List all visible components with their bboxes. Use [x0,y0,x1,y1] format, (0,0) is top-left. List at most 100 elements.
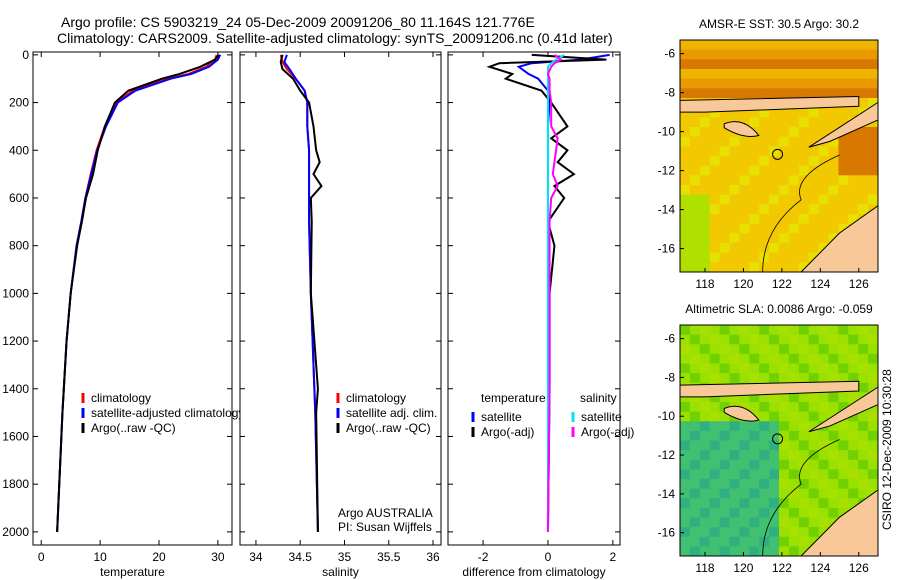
map-cell [838,479,849,490]
map-cell [719,175,730,186]
map-cell [719,363,730,374]
map-cell [680,488,691,499]
map-cell [729,223,740,234]
map-cell [769,517,780,528]
map-cell [759,127,770,138]
map-cell [818,450,829,461]
map-cell [739,469,750,480]
profile-line-satellite [283,54,319,532]
map-cell [868,88,879,99]
map-cell [858,88,869,99]
map-cell [699,498,711,509]
legend-label: climatology [91,391,151,405]
map-cell [788,204,800,215]
map-cell [779,363,790,374]
map-cell [689,165,701,176]
map-cell [739,440,750,451]
map-cell [838,344,849,355]
map-cell [709,546,721,557]
map-cell [868,450,879,461]
map-cell [699,334,711,345]
map-cell [749,488,760,499]
y-tick-label: 200 [9,96,29,110]
map-cell [868,479,879,490]
map-cell [868,363,879,374]
map-cell [739,498,750,509]
map-cell [808,78,820,89]
map-cell [709,185,721,196]
map-cell [709,233,721,244]
map-cell [729,373,740,384]
map-cell [729,165,740,176]
map-cell [788,262,800,273]
map-cell [680,156,691,167]
map-cell [808,146,820,157]
map-cell [868,156,879,167]
map-cell [848,459,859,470]
map-cell [769,402,780,413]
map-cell [779,507,790,518]
map-cell [680,546,691,557]
map-cell [769,430,780,441]
legend-label: Argo(..raw -QC) [346,421,431,435]
map-cell [729,344,740,355]
profile-line-temperature-argo-adj- [486,53,607,532]
map-cell [749,469,760,480]
map-cell [699,78,711,89]
map-cell [868,373,879,384]
map-cell [769,344,780,355]
map-cell [699,69,711,80]
map-cell [828,107,839,118]
map-cell [788,421,800,432]
map-cell [680,165,691,176]
map-cell [699,214,711,225]
map-cell [868,59,879,70]
map-cell [689,49,701,60]
x-tick-label: 120 [733,561,753,575]
map-cell [680,450,691,461]
map-cell [828,194,839,205]
map-cell [759,411,770,422]
map-cell [838,459,849,470]
map-cell [689,507,701,518]
map-cell [769,527,780,538]
map-cell [759,175,770,186]
map-cell [838,373,849,384]
map-frame [679,39,879,273]
map-cell [858,440,869,451]
map-cell [779,459,790,470]
map-cell [858,204,869,215]
map-cell [759,136,770,147]
map-cell [868,49,879,60]
map-cell [848,175,859,186]
map-cell [858,459,869,470]
map-cell [689,156,701,167]
map-cell [769,214,780,225]
map-cell [719,479,730,490]
map-cell [699,233,711,244]
map-cell [680,185,691,196]
map-cell [858,353,869,364]
map-cell [798,344,810,355]
map-cell [769,536,780,547]
map-cell [729,252,740,263]
map-cell [729,185,740,196]
map-cell [848,78,859,89]
map-cell [749,223,760,234]
map-cell [729,136,740,147]
map-cell [729,88,740,99]
map-cell [749,49,760,60]
map-cell [779,127,790,138]
legend-label: Argo(-adj) [581,425,634,439]
map-cell [699,392,711,403]
map-cell [680,411,691,422]
map-cell [699,440,711,451]
map-cell [729,507,740,518]
map-cell [739,117,750,128]
map-cell [838,402,849,413]
map-cell [798,204,810,215]
map-cell [838,204,849,215]
map-cell [818,78,829,89]
map-cell [680,430,691,441]
